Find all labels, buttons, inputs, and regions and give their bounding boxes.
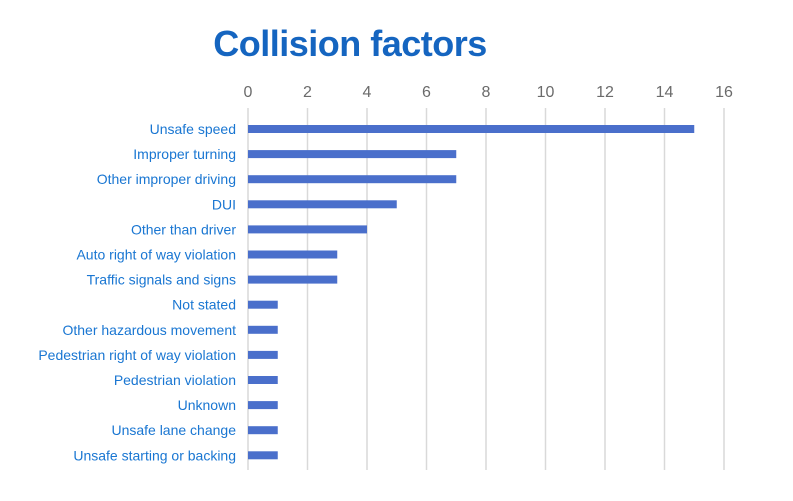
category-label: Other hazardous movement	[62, 322, 236, 338]
category-label: Other improper driving	[97, 171, 236, 187]
category-label: Unsafe speed	[150, 121, 236, 137]
chart-title: Collision factors	[213, 23, 487, 64]
category-label: Improper turning	[133, 146, 236, 162]
category-label: DUI	[212, 196, 236, 212]
x-tick-label: 14	[656, 84, 674, 101]
bar-unsafe-speed	[248, 125, 695, 133]
bar-dui	[248, 200, 397, 209]
category-label: Unknown	[178, 397, 236, 413]
category-label: Pedestrian right of way violation	[38, 347, 236, 363]
bar-pedestrian-right-of-way-violation	[248, 350, 278, 359]
x-tick-label: 10	[537, 84, 555, 101]
x-tick-label: 12	[596, 84, 614, 101]
bar-other-than-driver	[248, 225, 367, 234]
bar-not-stated	[248, 300, 278, 309]
x-tick-label: 6	[422, 84, 431, 101]
x-axis-tick-labels: 0 2 4 6 8 10 12 14 16	[244, 84, 733, 101]
gridlines	[247, 108, 725, 470]
x-tick-label: 8	[482, 84, 491, 101]
bar-pedestrian-violation	[248, 376, 278, 384]
category-label: Auto right of way violation	[76, 247, 236, 263]
category-label: Unsafe starting or backing	[73, 447, 236, 463]
category-label: Traffic signals and signs	[87, 272, 236, 288]
bar-other-improper-driving	[248, 175, 457, 184]
bar-auto-right-of-way-violation	[248, 250, 338, 259]
x-tick-label: 16	[715, 84, 733, 101]
bars	[248, 125, 695, 460]
bar-unsafe-starting-or-backing	[248, 451, 278, 460]
category-label: Unsafe lane change	[111, 422, 236, 438]
bar-other-hazardous-movement	[248, 325, 278, 334]
bar-improper-turning	[248, 150, 457, 159]
category-label: Pedestrian violation	[114, 372, 236, 388]
bar-traffic-signals-and-signs	[248, 275, 338, 284]
bar-unknown	[248, 401, 278, 410]
category-labels: Unsafe speed Improper turning Other improp…	[38, 121, 236, 463]
category-label: Not stated	[172, 297, 236, 313]
x-tick-label: 0	[244, 84, 253, 101]
x-tick-label: 4	[363, 84, 372, 101]
bar-unsafe-lane-change	[248, 426, 278, 435]
category-label: Other than driver	[131, 221, 236, 237]
x-tick-label: 2	[303, 84, 312, 101]
